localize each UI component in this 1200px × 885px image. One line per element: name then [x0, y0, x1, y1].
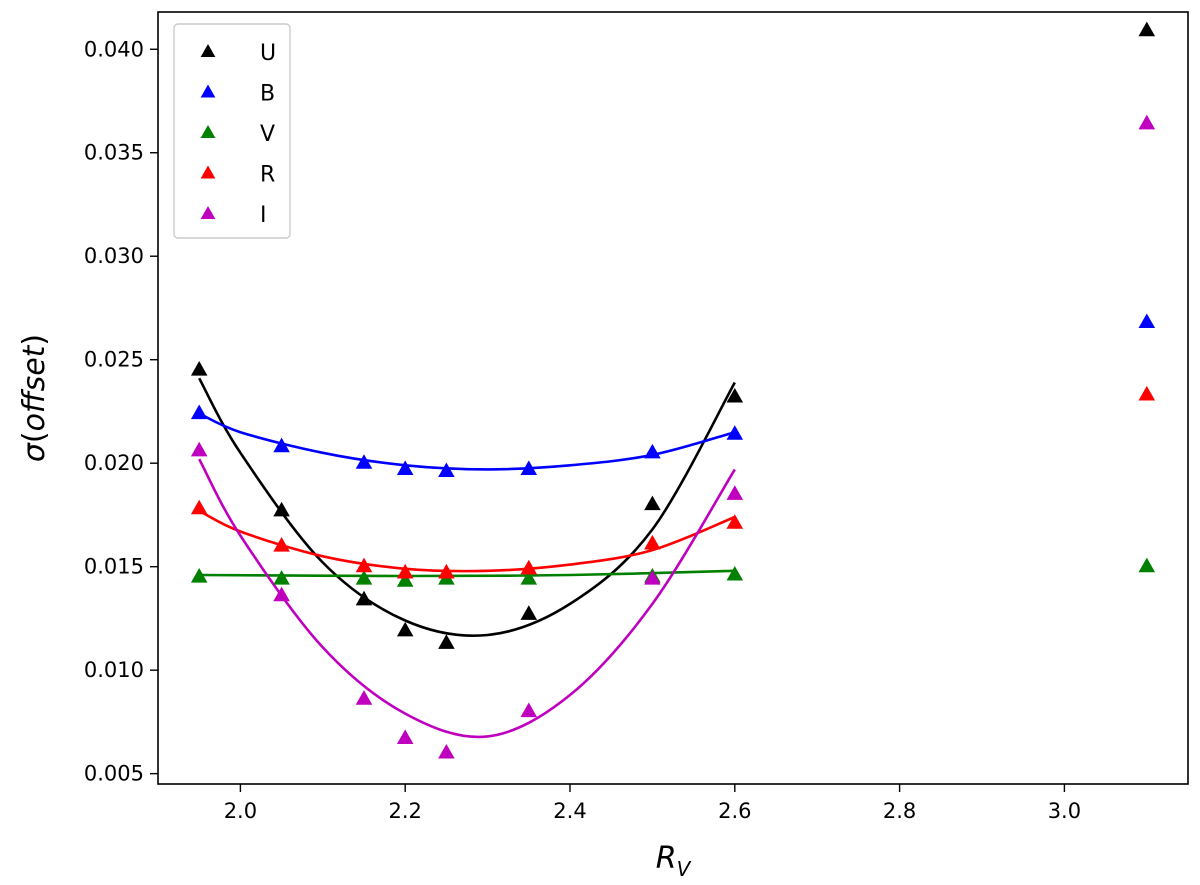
x-tick-label: 2.2 — [388, 799, 421, 823]
legend-label-I: I — [260, 203, 267, 228]
data-point-B — [726, 425, 744, 440]
y-tick-label: 0.025 — [84, 348, 144, 372]
data-point-R — [520, 559, 538, 575]
legend-marker-V — [200, 125, 216, 138]
data-point-I — [1138, 114, 1156, 130]
x-tick-label: 2.4 — [553, 799, 586, 823]
data-point-V — [726, 565, 744, 581]
legend-marker-R — [200, 165, 216, 179]
data-point-R — [355, 557, 373, 573]
data-point-U — [190, 361, 208, 376]
data-point-B — [273, 437, 290, 453]
data-point-I — [726, 485, 744, 500]
data-point-U — [355, 590, 373, 606]
y-axis-label: σ(offset) — [17, 334, 52, 462]
data-point-R — [438, 563, 455, 579]
legend-marker-B — [200, 84, 216, 98]
data-point-R — [726, 514, 744, 529]
data-point-V — [355, 570, 373, 585]
fit-curve-U — [198, 377, 736, 637]
y-tick-label: 0.030 — [84, 244, 144, 268]
y-tick-label: 0.020 — [84, 451, 144, 475]
data-point-I — [396, 729, 414, 745]
data-point-I — [520, 702, 538, 718]
data-point-I — [644, 570, 661, 585]
legend-marker-I — [200, 206, 216, 219]
data-point-R — [273, 536, 290, 552]
x-axis-label: RV — [656, 841, 692, 881]
y-tick-label: 0.010 — [84, 658, 144, 682]
data-point-B — [438, 462, 455, 478]
data-point-V — [520, 570, 538, 585]
data-point-B — [355, 454, 373, 469]
data-point-U — [726, 387, 744, 403]
data-point-U — [1138, 21, 1156, 37]
data-point-I — [355, 690, 373, 705]
data-point-U — [396, 621, 414, 637]
data-point-R — [1138, 385, 1156, 401]
data-point-B — [644, 443, 661, 459]
x-tick-label: 2.8 — [883, 799, 916, 823]
y-tick-label: 0.005 — [84, 762, 144, 786]
y-tick-label: 0.015 — [84, 555, 144, 579]
data-point-R — [396, 563, 414, 579]
data-point-V — [273, 570, 290, 585]
data-point-V — [396, 572, 414, 587]
y-tick-label: 0.035 — [84, 141, 144, 165]
legend-label-U: U — [260, 41, 276, 66]
x-tick-label: 2.6 — [718, 799, 751, 823]
y-tick-label: 0.040 — [84, 37, 144, 61]
legend-label-B: B — [260, 82, 275, 107]
x-tick-label: 3.0 — [1048, 799, 1081, 823]
data-point-V — [1138, 557, 1156, 573]
data-point-B — [1138, 313, 1156, 329]
data-points — [190, 21, 1156, 759]
data-point-U — [273, 501, 290, 517]
data-point-U — [438, 634, 455, 649]
legend-label-R: R — [260, 163, 275, 188]
data-point-B — [190, 404, 208, 420]
data-point-I — [190, 441, 208, 457]
y-axis-ticks: 0.005 0.010 0.015 0.020 0.025 0.030 0.035 0.040 — [84, 37, 158, 786]
legend-label-V: V — [260, 122, 275, 147]
plot-frame — [157, 11, 1189, 785]
x-axis-ticks: 2.0 2.2 2.4 2.6 2.8 3.0 — [224, 784, 1081, 823]
data-point-B — [396, 460, 414, 475]
data-point-I — [438, 743, 455, 759]
data-point-R — [190, 499, 208, 515]
data-point-V — [190, 568, 208, 583]
data-point-R — [644, 534, 661, 550]
legend-box — [173, 23, 291, 239]
data-point-U — [520, 605, 538, 620]
fit-curve-R — [198, 509, 736, 573]
plot-area — [158, 12, 1188, 784]
data-point-U — [644, 495, 661, 511]
data-point-I — [273, 586, 290, 602]
x-tick-label: 2.0 — [224, 799, 257, 823]
legend-marker-U — [200, 44, 216, 57]
data-point-B — [520, 460, 538, 475]
fit-curve-I — [198, 458, 736, 739]
